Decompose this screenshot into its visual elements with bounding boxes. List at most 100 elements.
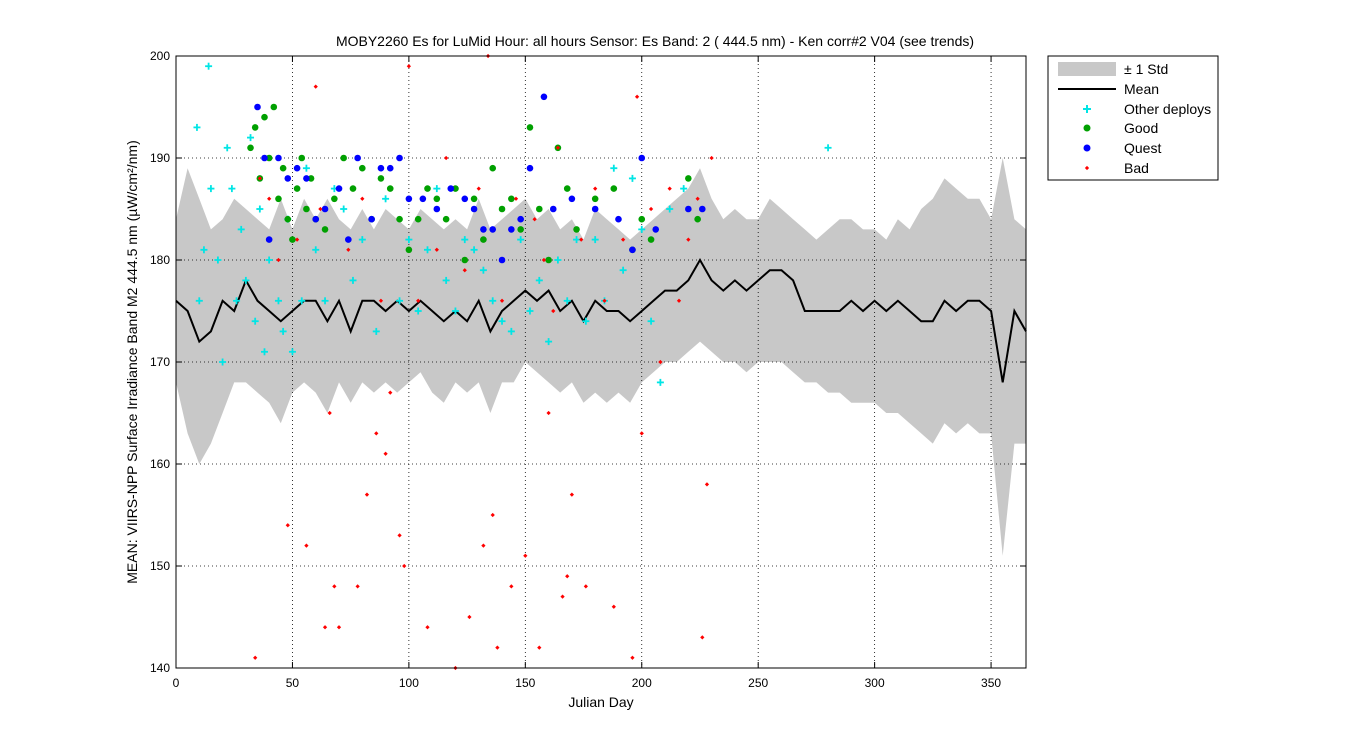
- x-axis-title: Julian Day: [568, 694, 633, 710]
- plot-area: 0 50 100 150 200 250 300 350 140 150 160 170 180 190…: [150, 49, 1027, 690]
- point-bad: [630, 655, 635, 660]
- point-other: [219, 358, 227, 366]
- point-quest: [275, 154, 282, 162]
- point-good: [498, 205, 506, 213]
- point-other: [517, 236, 525, 244]
- point-other: [507, 327, 515, 335]
- y-tick-label: 160: [150, 457, 170, 471]
- point-quest: [265, 236, 273, 243]
- std-band-area: [176, 158, 1026, 556]
- point-bad: [267, 196, 272, 201]
- point-quest: [405, 195, 413, 203]
- point-quest: [261, 154, 268, 162]
- point-other: [207, 185, 215, 193]
- point-bad: [602, 298, 607, 303]
- legend-bad-label: Bad: [1124, 160, 1149, 176]
- point-good: [442, 215, 450, 223]
- point-quest: [508, 226, 515, 233]
- point-other: [563, 297, 571, 305]
- point-other: [193, 123, 201, 131]
- point-bad: [257, 176, 262, 181]
- point-good: [251, 124, 259, 131]
- point-other: [298, 297, 306, 305]
- point-other: [535, 276, 543, 284]
- point-good: [289, 236, 296, 243]
- grid-layer: [176, 56, 1026, 668]
- point-good: [303, 205, 310, 213]
- legend-mean-label: Mean: [1124, 81, 1159, 97]
- point-quest: [517, 215, 524, 223]
- point-good: [452, 185, 459, 192]
- point-good: [638, 215, 646, 223]
- point-quest: [284, 175, 292, 182]
- point-quest: [489, 226, 497, 233]
- point-good: [647, 236, 655, 243]
- point-bad: [555, 145, 561, 150]
- point-quest: [447, 185, 455, 192]
- point-quest: [433, 205, 441, 213]
- point-good: [405, 246, 413, 254]
- point-other: [628, 174, 636, 182]
- point-good: [279, 164, 287, 172]
- point-bad: [513, 196, 519, 201]
- point-other: [233, 297, 241, 305]
- legend-quest-swatch: [1083, 144, 1091, 152]
- point-bad: [579, 237, 584, 242]
- point-bad: [397, 533, 402, 538]
- point-good: [545, 256, 552, 264]
- point-good: [275, 195, 282, 203]
- point-bad: [532, 217, 537, 222]
- point-bad: [346, 247, 351, 252]
- point-quest: [568, 195, 576, 203]
- point-other: [396, 297, 404, 305]
- point-bad: [667, 186, 672, 191]
- y-tick-label: 170: [150, 355, 170, 369]
- point-other: [302, 164, 310, 172]
- point-quest: [312, 215, 320, 223]
- point-other: [451, 307, 459, 315]
- point-bad: [546, 410, 551, 416]
- point-bad: [523, 553, 528, 558]
- point-other: [638, 225, 646, 233]
- point-bad: [467, 614, 472, 620]
- legend-good-label: Good: [1124, 120, 1158, 136]
- point-bad: [416, 298, 421, 303]
- point-good: [461, 256, 469, 264]
- points-layer: [193, 53, 832, 671]
- point-good: [377, 175, 385, 182]
- point-quest: [699, 205, 706, 213]
- point-other: [195, 297, 203, 305]
- point-good: [694, 215, 701, 223]
- point-bad: [499, 298, 505, 303]
- point-bad: [364, 492, 370, 497]
- point-bad: [374, 431, 379, 436]
- point-good: [591, 195, 599, 203]
- point-quest: [386, 164, 394, 172]
- point-good: [517, 226, 524, 233]
- point-good: [414, 215, 422, 223]
- point-other: [489, 297, 497, 305]
- point-quest: [638, 154, 646, 162]
- legend-bad-swatch: [1084, 165, 1090, 171]
- point-good: [489, 164, 497, 172]
- point-bad: [565, 574, 570, 579]
- x-tick-label: 50: [286, 676, 300, 690]
- point-other: [340, 205, 348, 213]
- point-good: [470, 195, 478, 203]
- point-bad: [355, 584, 360, 589]
- point-quest: [293, 164, 301, 172]
- point-bad: [462, 268, 467, 273]
- point-other: [656, 378, 664, 386]
- point-bad: [360, 196, 365, 201]
- std-band-layer: [176, 158, 1026, 556]
- point-other: [321, 297, 329, 305]
- point-bad: [336, 625, 342, 630]
- point-bad: [383, 451, 388, 456]
- point-quest: [549, 205, 557, 213]
- point-good: [433, 195, 441, 203]
- legend-std-swatch: [1058, 62, 1116, 76]
- point-other: [424, 246, 432, 254]
- legend-other-swatch: [1083, 105, 1091, 113]
- point-good: [573, 226, 580, 233]
